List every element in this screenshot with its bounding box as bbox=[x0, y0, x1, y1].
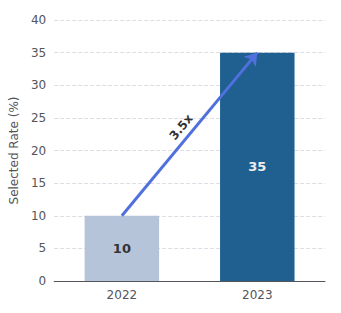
svg-text:40: 40 bbox=[31, 13, 46, 27]
svg-text:10: 10 bbox=[113, 241, 131, 256]
svg-text:0: 0 bbox=[39, 274, 47, 288]
svg-text:20: 20 bbox=[31, 144, 46, 158]
svg-text:25: 25 bbox=[31, 111, 46, 125]
svg-text:2023: 2023 bbox=[242, 288, 273, 302]
svg-text:15: 15 bbox=[31, 176, 46, 190]
svg-text:30: 30 bbox=[31, 78, 46, 92]
svg-text:Selected Rate (%): Selected Rate (%) bbox=[7, 97, 21, 205]
svg-text:3.5x: 3.5x bbox=[166, 111, 195, 142]
svg-text:10: 10 bbox=[31, 209, 46, 223]
svg-text:2022: 2022 bbox=[107, 288, 138, 302]
svg-text:35: 35 bbox=[31, 46, 46, 60]
svg-text:5: 5 bbox=[39, 241, 47, 255]
svg-text:35: 35 bbox=[248, 159, 266, 174]
